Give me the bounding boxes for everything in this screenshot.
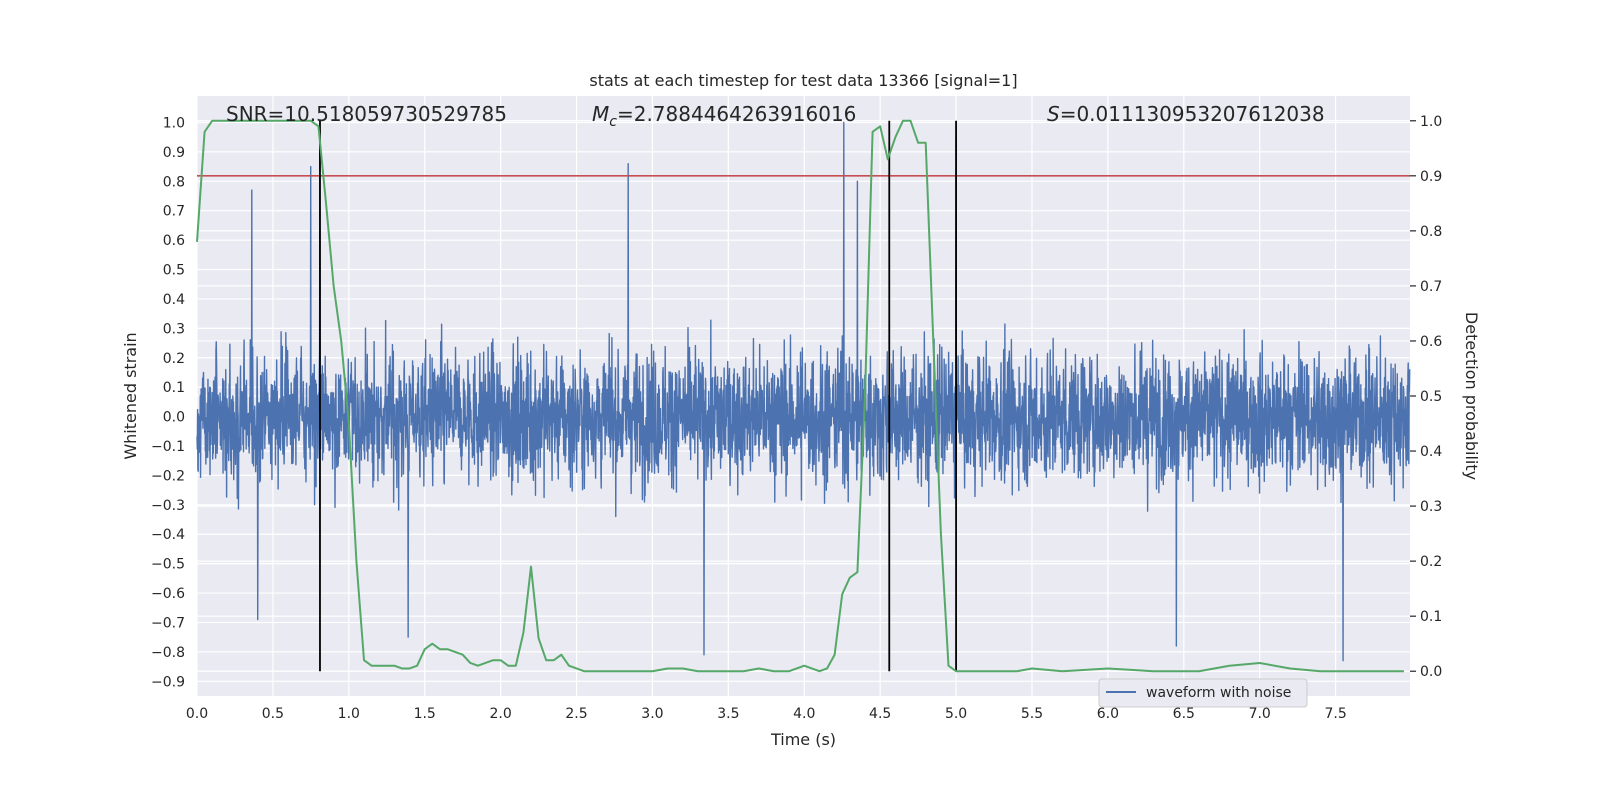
s-annotation: S=0.011130953207612038 (1047, 102, 1325, 126)
x-tick-label: 1.0 (338, 706, 360, 722)
x-tick-label: 4.0 (793, 706, 815, 722)
y-tick-label: −0.5 (151, 557, 185, 573)
snr-annotation: SNR=10.518059730529785 (226, 102, 507, 126)
chart-title: stats at each timestep for test data 133… (589, 71, 1017, 90)
s-value: =0.011130953207612038 (1060, 102, 1325, 126)
y2-axis-label: Detection probability (1462, 312, 1481, 480)
y2-tick-label: 0.5 (1420, 389, 1442, 405)
chirp-mass-subscript: c (609, 114, 617, 130)
y-tick-label: −0.1 (151, 439, 185, 455)
y-tick-label: 0.5 (163, 263, 185, 279)
waveform-line (196, 121, 1411, 662)
y-tick-label: 0.8 (163, 174, 185, 190)
y2-tick-label: 0.4 (1420, 444, 1442, 460)
y-tick-label: 0.9 (163, 145, 185, 161)
y2-tick-label: 1.0 (1420, 114, 1442, 130)
x-tick-label: 7.5 (1324, 706, 1346, 722)
y-axis-label: Whitened strain (121, 332, 140, 459)
x-tick-label: 3.5 (717, 706, 739, 722)
x-axis-label: Time (s) (770, 730, 836, 749)
y-tick-label: −0.3 (151, 498, 185, 514)
chirp-mass-value: =2.7884464263916016 (617, 102, 856, 126)
x-tick-label: 5.0 (945, 706, 967, 722)
y2-tick-label: 0.2 (1420, 554, 1442, 570)
y-tick-label: 0.1 (163, 380, 185, 396)
x-tick-label: 4.5 (869, 706, 891, 722)
y2-tick-label: 0.3 (1420, 499, 1442, 515)
detection-probability-line (196, 119, 1404, 673)
x-tick-label: 7.0 (1249, 706, 1271, 722)
x-tick-label: 5.5 (1021, 706, 1043, 722)
axes: 0.0 0.5 1.0 1.5 2.0 2.5 3.0 3.5 4.0 4.5 5.0 5.5 6.0 6… (151, 114, 1442, 722)
y-tick-label: −0.4 (151, 527, 185, 543)
waveform-series (196, 121, 1411, 662)
legend-box (1098, 678, 1308, 708)
x-tick-label: 2.5 (565, 706, 587, 722)
y-tick-label: −0.2 (151, 468, 185, 484)
x-tick-label: 3.0 (641, 706, 663, 722)
y2-tick-label: 0.1 (1420, 609, 1442, 625)
y2-tick-label: 0.7 (1420, 279, 1442, 295)
x-tick-label: 1.5 (414, 706, 436, 722)
y2-tick-label: 0.0 (1420, 664, 1442, 680)
chirp-mass-symbol: M (592, 102, 609, 126)
y-tick-label: −0.6 (151, 586, 185, 602)
x-tick-label: 0.0 (186, 706, 208, 722)
y-tick-label: 0.6 (163, 233, 185, 249)
y-tick-label: 0.0 (163, 410, 185, 426)
y-tick-label: 0.7 (163, 204, 185, 220)
x-tick-label: 6.0 (1097, 706, 1119, 722)
y-tick-label: −0.8 (151, 645, 185, 661)
y2-tick-label: 0.6 (1420, 334, 1442, 350)
x-tick-label: 0.5 (262, 706, 284, 722)
overlay-layer (196, 119, 1410, 673)
y-tick-label: −0.7 (151, 615, 185, 631)
y-tick-label: 0.3 (163, 321, 185, 337)
x-tick-label: 6.5 (1173, 706, 1195, 722)
legend-entry: waveform with noise (1146, 685, 1291, 701)
y2-tick-label: 0.8 (1420, 224, 1442, 240)
y2-tick-label: 0.9 (1420, 169, 1442, 185)
legend: waveform with noise (1098, 678, 1308, 708)
y-tick-label: −0.9 (151, 674, 185, 690)
chirp-mass-annotation: Mc=2.7884464263916016 (592, 102, 856, 130)
x-tick-label: 2.0 (489, 706, 511, 722)
s-symbol: S (1047, 102, 1060, 126)
y-tick-label: 0.2 (163, 351, 185, 367)
y-tick-label: 0.4 (163, 292, 185, 308)
y-tick-label: 1.0 (163, 115, 185, 131)
